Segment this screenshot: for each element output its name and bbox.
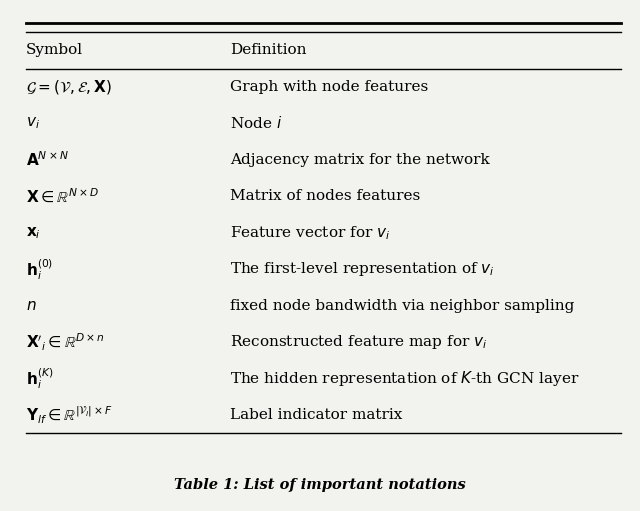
Text: Matrix of nodes features: Matrix of nodes features [230,189,420,203]
Text: The first-level representation of $v_i$: The first-level representation of $v_i$ [230,260,495,278]
Text: Node $i$: Node $i$ [230,115,283,131]
Text: $\mathbf{X} \in \mathbb{R}^{N\times D}$: $\mathbf{X} \in \mathbb{R}^{N\times D}$ [26,188,99,205]
Text: $\mathbf{h}_i^{(0)}$: $\mathbf{h}_i^{(0)}$ [26,257,53,282]
Text: $\mathbf{X}^{\prime}{}_i \in \mathbb{R}^{D\times n}$: $\mathbf{X}^{\prime}{}_i \in \mathbb{R}^… [26,332,104,353]
Text: Adjacency matrix for the network: Adjacency matrix for the network [230,153,490,167]
Text: Graph with node features: Graph with node features [230,80,429,94]
Text: $\mathbf{A}^{N\times N}$: $\mathbf{A}^{N\times N}$ [26,150,68,169]
Text: Definition: Definition [230,43,307,57]
Text: $\mathcal{G}= (\mathcal{V}, \mathcal{E}, \mathbf{X})$: $\mathcal{G}= (\mathcal{V}, \mathcal{E},… [26,78,111,96]
Text: $v_i$: $v_i$ [26,115,40,131]
Text: Feature vector for $v_i$: Feature vector for $v_i$ [230,224,391,242]
Text: Symbol: Symbol [26,43,83,57]
Text: Reconstructed feature map for $v_i$: Reconstructed feature map for $v_i$ [230,333,488,351]
Text: Table 1: List of important notations: Table 1: List of important notations [174,478,466,493]
Text: $\mathbf{x}_i$: $\mathbf{x}_i$ [26,225,40,241]
Text: fixed node bandwidth via neighbor sampling: fixed node bandwidth via neighbor sampli… [230,299,575,313]
Text: $n$: $n$ [26,299,36,313]
Text: Label indicator matrix: Label indicator matrix [230,408,403,422]
Text: $\mathbf{h}_i^{(K)}$: $\mathbf{h}_i^{(K)}$ [26,366,53,391]
Text: The hidden representation of $K$-th GCN layer: The hidden representation of $K$-th GCN … [230,369,580,388]
Text: $\mathbf{Y}_{lf} \in \mathbb{R}^{|\mathcal{V}_l|\times F}$: $\mathbf{Y}_{lf} \in \mathbb{R}^{|\mathc… [26,404,113,426]
